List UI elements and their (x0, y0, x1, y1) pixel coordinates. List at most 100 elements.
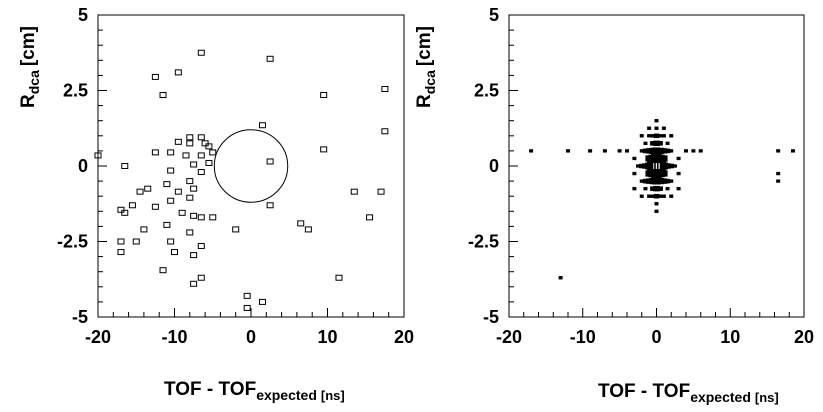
density-cell (643, 141, 648, 146)
density-cell (588, 149, 593, 153)
left-axis-ticks (97, 14, 405, 318)
scatter-point (167, 238, 175, 245)
left-y-axis-label-sub: dca (26, 70, 42, 94)
density-cell (654, 209, 659, 213)
density-cell (639, 179, 644, 183)
density-cell (650, 141, 656, 146)
y-tick-label: -2.5 (57, 232, 88, 252)
density-cell (676, 156, 681, 161)
scatter-point (128, 202, 136, 209)
y-tick-label: 0 (489, 156, 499, 176)
y-tick-label: 5 (78, 5, 88, 25)
scatter-point (163, 181, 171, 188)
scatter-point (266, 158, 274, 165)
scatter-point (377, 188, 385, 195)
density-cell (660, 170, 668, 177)
x-tick-label: 10 (317, 327, 337, 347)
scatter-point (140, 226, 148, 233)
scatter-point (320, 92, 328, 99)
density-cell (650, 194, 655, 198)
density-cell (645, 155, 653, 162)
density-cell (669, 149, 674, 153)
right-tick-labels: -20 -10 0 10 20 5 2.5 0 -2.5 -5 (468, 5, 814, 347)
scatter-point (151, 203, 159, 210)
scatter-point (197, 274, 205, 281)
density-cell (650, 134, 655, 138)
scatter-point (132, 238, 140, 245)
density-cell (661, 126, 666, 130)
scatter-point (167, 149, 175, 156)
scatter-point (117, 249, 125, 256)
right-x-axis-label-sub: expected (690, 389, 751, 405)
scatter-point (190, 161, 198, 168)
density-cell (776, 171, 781, 176)
scatter-point (190, 185, 198, 192)
scatter-point (266, 55, 274, 62)
scatter-point (174, 188, 182, 195)
scatter-point (320, 146, 328, 153)
left-data-marks (94, 49, 389, 311)
left-selection-ellipse (213, 129, 289, 203)
scatter-point (350, 188, 358, 195)
x-tick-label: 0 (246, 327, 256, 347)
scatter-point (117, 206, 125, 213)
y-tick-label: -5 (72, 307, 88, 327)
scatter-point (297, 220, 305, 227)
density-cell (658, 194, 663, 198)
density-cell (669, 194, 674, 198)
x-tick-label: -20 (496, 327, 522, 347)
scatter-point (381, 128, 389, 135)
density-cell (676, 171, 681, 176)
right-plot-frame (508, 14, 805, 318)
density-cell (776, 179, 781, 183)
scatter-point (186, 140, 194, 147)
density-cell (636, 164, 641, 168)
density-cell (660, 155, 668, 162)
scatter-point (335, 274, 343, 281)
density-cell (639, 194, 644, 198)
density-cell (672, 164, 677, 168)
right-density-panel: -20 -10 0 10 20 5 2.5 0 -2.5 -5 TOF - TOFexpected… (414, 5, 814, 405)
scatter-point (209, 214, 217, 221)
density-cell (643, 186, 648, 191)
left-y-axis-label-main: R (18, 94, 39, 108)
density-cell (661, 134, 666, 138)
scatter-point (197, 243, 205, 250)
scatter-point (186, 229, 194, 236)
scatter-point (151, 149, 159, 156)
scatter-point (186, 194, 194, 201)
y-tick-label: 2.5 (63, 81, 88, 101)
scatter-point (190, 212, 198, 219)
density-cell (669, 134, 674, 138)
density-cell (684, 149, 688, 153)
scatter-point (232, 226, 240, 233)
right-y-axis-label-unit: [cm] (414, 26, 435, 66)
left-x-axis-label-main: TOF - TOF (164, 379, 256, 400)
scatter-point (197, 152, 205, 159)
left-x-axis-label-sub: expected (256, 387, 317, 403)
scatter-point (94, 152, 102, 159)
y-tick-label: 5 (489, 5, 499, 25)
left-tick-labels: -20 -10 0 10 20 5 2.5 0 -2.5 -5 (57, 5, 414, 347)
scatter-point (121, 209, 129, 216)
density-cell (558, 276, 563, 280)
density-cell (632, 156, 637, 161)
density-cell (657, 186, 663, 191)
density-cell (602, 149, 607, 153)
scatter-point (151, 73, 159, 80)
density-cell (617, 149, 622, 153)
density-cell (669, 179, 674, 183)
scatter-point (144, 185, 152, 192)
scatter-point (121, 163, 129, 169)
scatter-point (186, 178, 194, 185)
right-x-axis-label-main: TOF - TOF (598, 381, 690, 402)
density-cell (529, 149, 534, 153)
right-axis-ticks (508, 14, 805, 318)
scatter-point (136, 188, 144, 195)
density-cell (645, 170, 653, 177)
right-data-marks (529, 119, 795, 280)
density-cell (654, 126, 659, 130)
density-cell (632, 171, 637, 176)
scatter-point (178, 209, 186, 216)
